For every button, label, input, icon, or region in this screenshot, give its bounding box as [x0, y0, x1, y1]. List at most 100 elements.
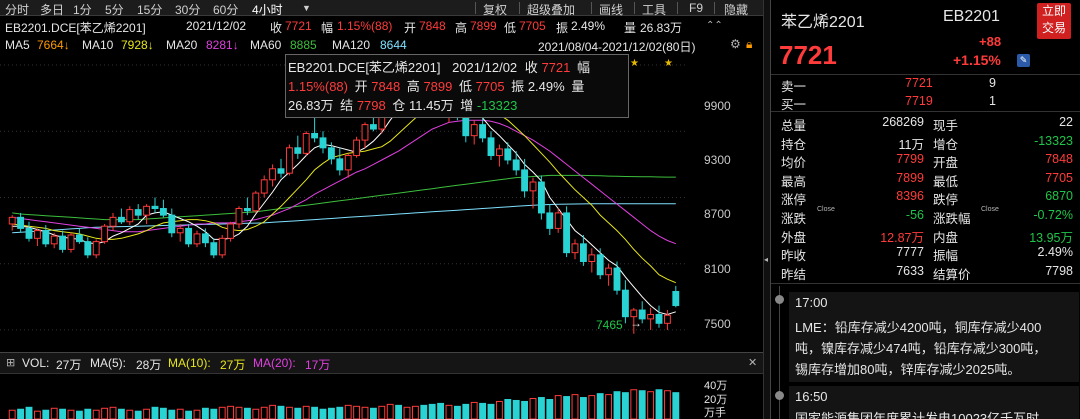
open-value: 7848 — [419, 19, 446, 33]
volume-bar — [17, 408, 25, 419]
period-tab-4hour[interactable]: 4小时 — [252, 3, 283, 17]
period-tab-60min[interactable]: 60分 — [213, 3, 239, 17]
stat-value: 22 — [1059, 115, 1073, 129]
stats-row: 涨跌 Close -56 涨跌幅 Close -0.72% — [771, 206, 1080, 226]
tip-settle-label: 结 — [340, 98, 354, 113]
candle-body — [33, 230, 41, 239]
ma10-value: 7928↓ — [121, 38, 154, 52]
candle-body — [504, 148, 512, 161]
volume-bar — [84, 408, 92, 419]
trade-button-line: 交易 — [1041, 21, 1066, 35]
vol-ma20-label: MA(20): — [253, 356, 296, 370]
ma5-label: MA5 — [5, 38, 30, 52]
stat-value: 7705 — [1045, 170, 1073, 185]
candle-body — [588, 254, 596, 262]
volume-bar — [638, 390, 646, 419]
panel-splitter[interactable]: ◂ — [763, 0, 771, 419]
stat-label: 开盘 — [933, 156, 959, 171]
stat-label: 外盘 — [781, 230, 807, 245]
volume-bar — [563, 396, 571, 419]
candle-body — [235, 208, 243, 225]
volume-bar — [630, 389, 638, 419]
period-tab-1min[interactable]: 1分 — [73, 3, 92, 17]
tools-button[interactable]: 工具 — [642, 3, 667, 17]
ma120-line — [12, 203, 676, 234]
hide-button[interactable]: 隐藏 — [724, 3, 749, 17]
stat-value: 268269 — [882, 115, 924, 129]
change-label: 幅 — [321, 21, 334, 35]
tip-code: EB2201.DCE[苯乙烯2201] — [288, 60, 441, 75]
change-value: 1.15%(88) — [337, 19, 393, 33]
close-panel-icon[interactable]: ✕ — [748, 357, 758, 369]
candle-body — [294, 147, 302, 154]
candle-body — [243, 208, 251, 212]
volume-bar — [403, 406, 411, 419]
tip-change: 1.15%(88) — [288, 79, 348, 94]
stat-label: 最低 — [933, 174, 959, 189]
stat-label: 涨跌 — [781, 212, 807, 226]
ma-info-row: MA5 7664↓ MA10 7928↓ MA20 8281↓ MA60 888… — [0, 37, 768, 54]
collapse-icon[interactable]: ⌃⌃ — [706, 20, 723, 31]
tip-high-label: 高 — [406, 79, 420, 94]
sell1-volume: 9 — [989, 76, 996, 90]
indicator-menu-icon[interactable]: ⊞ — [6, 357, 16, 369]
stat-label: 现手 — [933, 119, 959, 133]
volume-bar — [260, 406, 268, 419]
bar-tooltip: EB2201.DCE[苯乙烯2201] 2021/12/02 收 7721 幅 … — [285, 54, 629, 118]
volume-bar — [25, 406, 33, 419]
instrument-code: EB2201 — [943, 8, 1000, 25]
volume-bar — [462, 403, 470, 419]
period-tab-5min[interactable]: 5分 — [105, 3, 124, 17]
volume-bar — [521, 400, 529, 419]
volume-chart[interactable] — [0, 374, 760, 419]
volume-bar — [235, 406, 243, 419]
buy1-row: 买一 7719 1 — [771, 94, 1080, 112]
stat-label: 增仓 — [933, 137, 959, 152]
stat-label: 涨跌幅 — [933, 212, 971, 226]
price-axis-label: 9300 — [704, 153, 731, 167]
volume-bar — [327, 407, 335, 419]
period-dropdown-icon[interactable]: ▼ — [302, 3, 311, 13]
settings-icon[interactable]: ⚙ — [730, 37, 741, 51]
period-tab-timeshare[interactable]: 分时 — [5, 3, 30, 17]
candle-body — [647, 313, 655, 320]
candle-body — [168, 214, 176, 234]
sell1-label: 卖一 — [781, 80, 807, 94]
volume-bar — [8, 409, 16, 419]
expand-arrow-icon[interactable]: ◂ — [764, 255, 769, 264]
edit-icon[interactable]: ✎ — [1017, 54, 1030, 67]
adjust-button[interactable]: 复权 — [483, 3, 508, 17]
lock-icon[interactable]: 🔒︎ — [746, 37, 753, 51]
overlay-button[interactable]: 超级叠加 — [527, 3, 576, 17]
candle-body — [151, 205, 159, 210]
candle-body — [176, 227, 184, 234]
period-tab-multiday[interactable]: 多日 — [40, 3, 65, 17]
quote-info-row: EB2201.DCE[苯乙烯2201] 2021/12/02 收 7721 幅 … — [0, 17, 768, 36]
tip-close: 7721 — [541, 60, 571, 75]
volume-bar — [537, 397, 545, 419]
volume-bar — [134, 410, 142, 419]
period-tab-15min[interactable]: 15分 — [137, 3, 163, 17]
candle-body — [563, 212, 571, 254]
draw-line-button[interactable]: 画线 — [599, 3, 624, 17]
news-item[interactable]: 16:50 国家能源集团年度累计发电10023亿千瓦时 — [789, 386, 1079, 419]
candle-body — [260, 179, 268, 194]
stats-row: 最高 7899 最低 7705 — [771, 170, 1080, 189]
trade-now-button[interactable]: 立即 交易 — [1037, 3, 1071, 39]
volume-bar — [663, 390, 671, 419]
news-item[interactable]: 17:00 LME：铅库存减少4200吨，铜库存减少400 吨，镍库存减少474… — [789, 292, 1079, 382]
candle-body — [311, 132, 319, 139]
candle-body — [462, 115, 470, 137]
ma10-label: MA10 — [82, 38, 114, 52]
stats-row: 总量 268269 现手 22 — [771, 115, 1080, 133]
volume-bar — [395, 404, 403, 419]
f9-button[interactable]: F9 — [689, 1, 704, 15]
period-tab-30min[interactable]: 30分 — [175, 3, 201, 17]
volume-bar — [487, 403, 495, 419]
candle-body — [521, 169, 529, 192]
volume-bar — [546, 399, 554, 419]
low-value: 7705 — [519, 19, 546, 33]
volume-bar — [101, 407, 109, 419]
volume-bar — [143, 408, 151, 419]
stats-row: 昨结 7633 结算价 7798 — [771, 264, 1080, 282]
